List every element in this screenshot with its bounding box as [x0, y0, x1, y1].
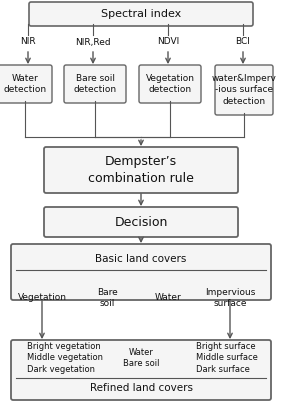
FancyBboxPatch shape [44, 207, 238, 237]
FancyBboxPatch shape [64, 65, 126, 103]
Text: Impervious
surface: Impervious surface [205, 288, 255, 308]
Text: Decision: Decision [114, 215, 168, 228]
Text: Bare soil
detection: Bare soil detection [73, 74, 117, 94]
Text: Spectral index: Spectral index [101, 9, 181, 19]
FancyBboxPatch shape [139, 65, 201, 103]
FancyBboxPatch shape [29, 2, 253, 26]
Text: Basic land covers: Basic land covers [95, 254, 187, 264]
Text: NIR: NIR [20, 38, 36, 47]
Text: Water
Bare soil: Water Bare soil [123, 348, 159, 368]
Text: BCI: BCI [235, 38, 250, 47]
Text: Dempster’s
combination rule: Dempster’s combination rule [88, 156, 194, 185]
FancyBboxPatch shape [11, 244, 271, 300]
Text: Vegetation: Vegetation [18, 294, 67, 303]
Text: Vegetation
detection: Vegetation detection [145, 74, 194, 94]
FancyBboxPatch shape [0, 65, 52, 103]
Text: Water
detection: Water detection [3, 74, 47, 94]
Text: Bright surface
Middle surface
Dark surface: Bright surface Middle surface Dark surfa… [196, 342, 258, 373]
Text: NIR,Red: NIR,Red [75, 38, 111, 47]
Text: Bare
soil: Bare soil [97, 288, 117, 308]
Text: water&Imperv
-ious surface
detection: water&Imperv -ious surface detection [212, 75, 276, 106]
FancyBboxPatch shape [11, 340, 271, 400]
Text: Refined land covers: Refined land covers [89, 383, 192, 393]
Text: Bright vegetation
Middle vegetation
Dark vegetation: Bright vegetation Middle vegetation Dark… [27, 342, 103, 373]
FancyBboxPatch shape [44, 147, 238, 193]
FancyBboxPatch shape [215, 65, 273, 115]
Text: NDVI: NDVI [157, 38, 179, 47]
Text: Water: Water [155, 294, 181, 303]
